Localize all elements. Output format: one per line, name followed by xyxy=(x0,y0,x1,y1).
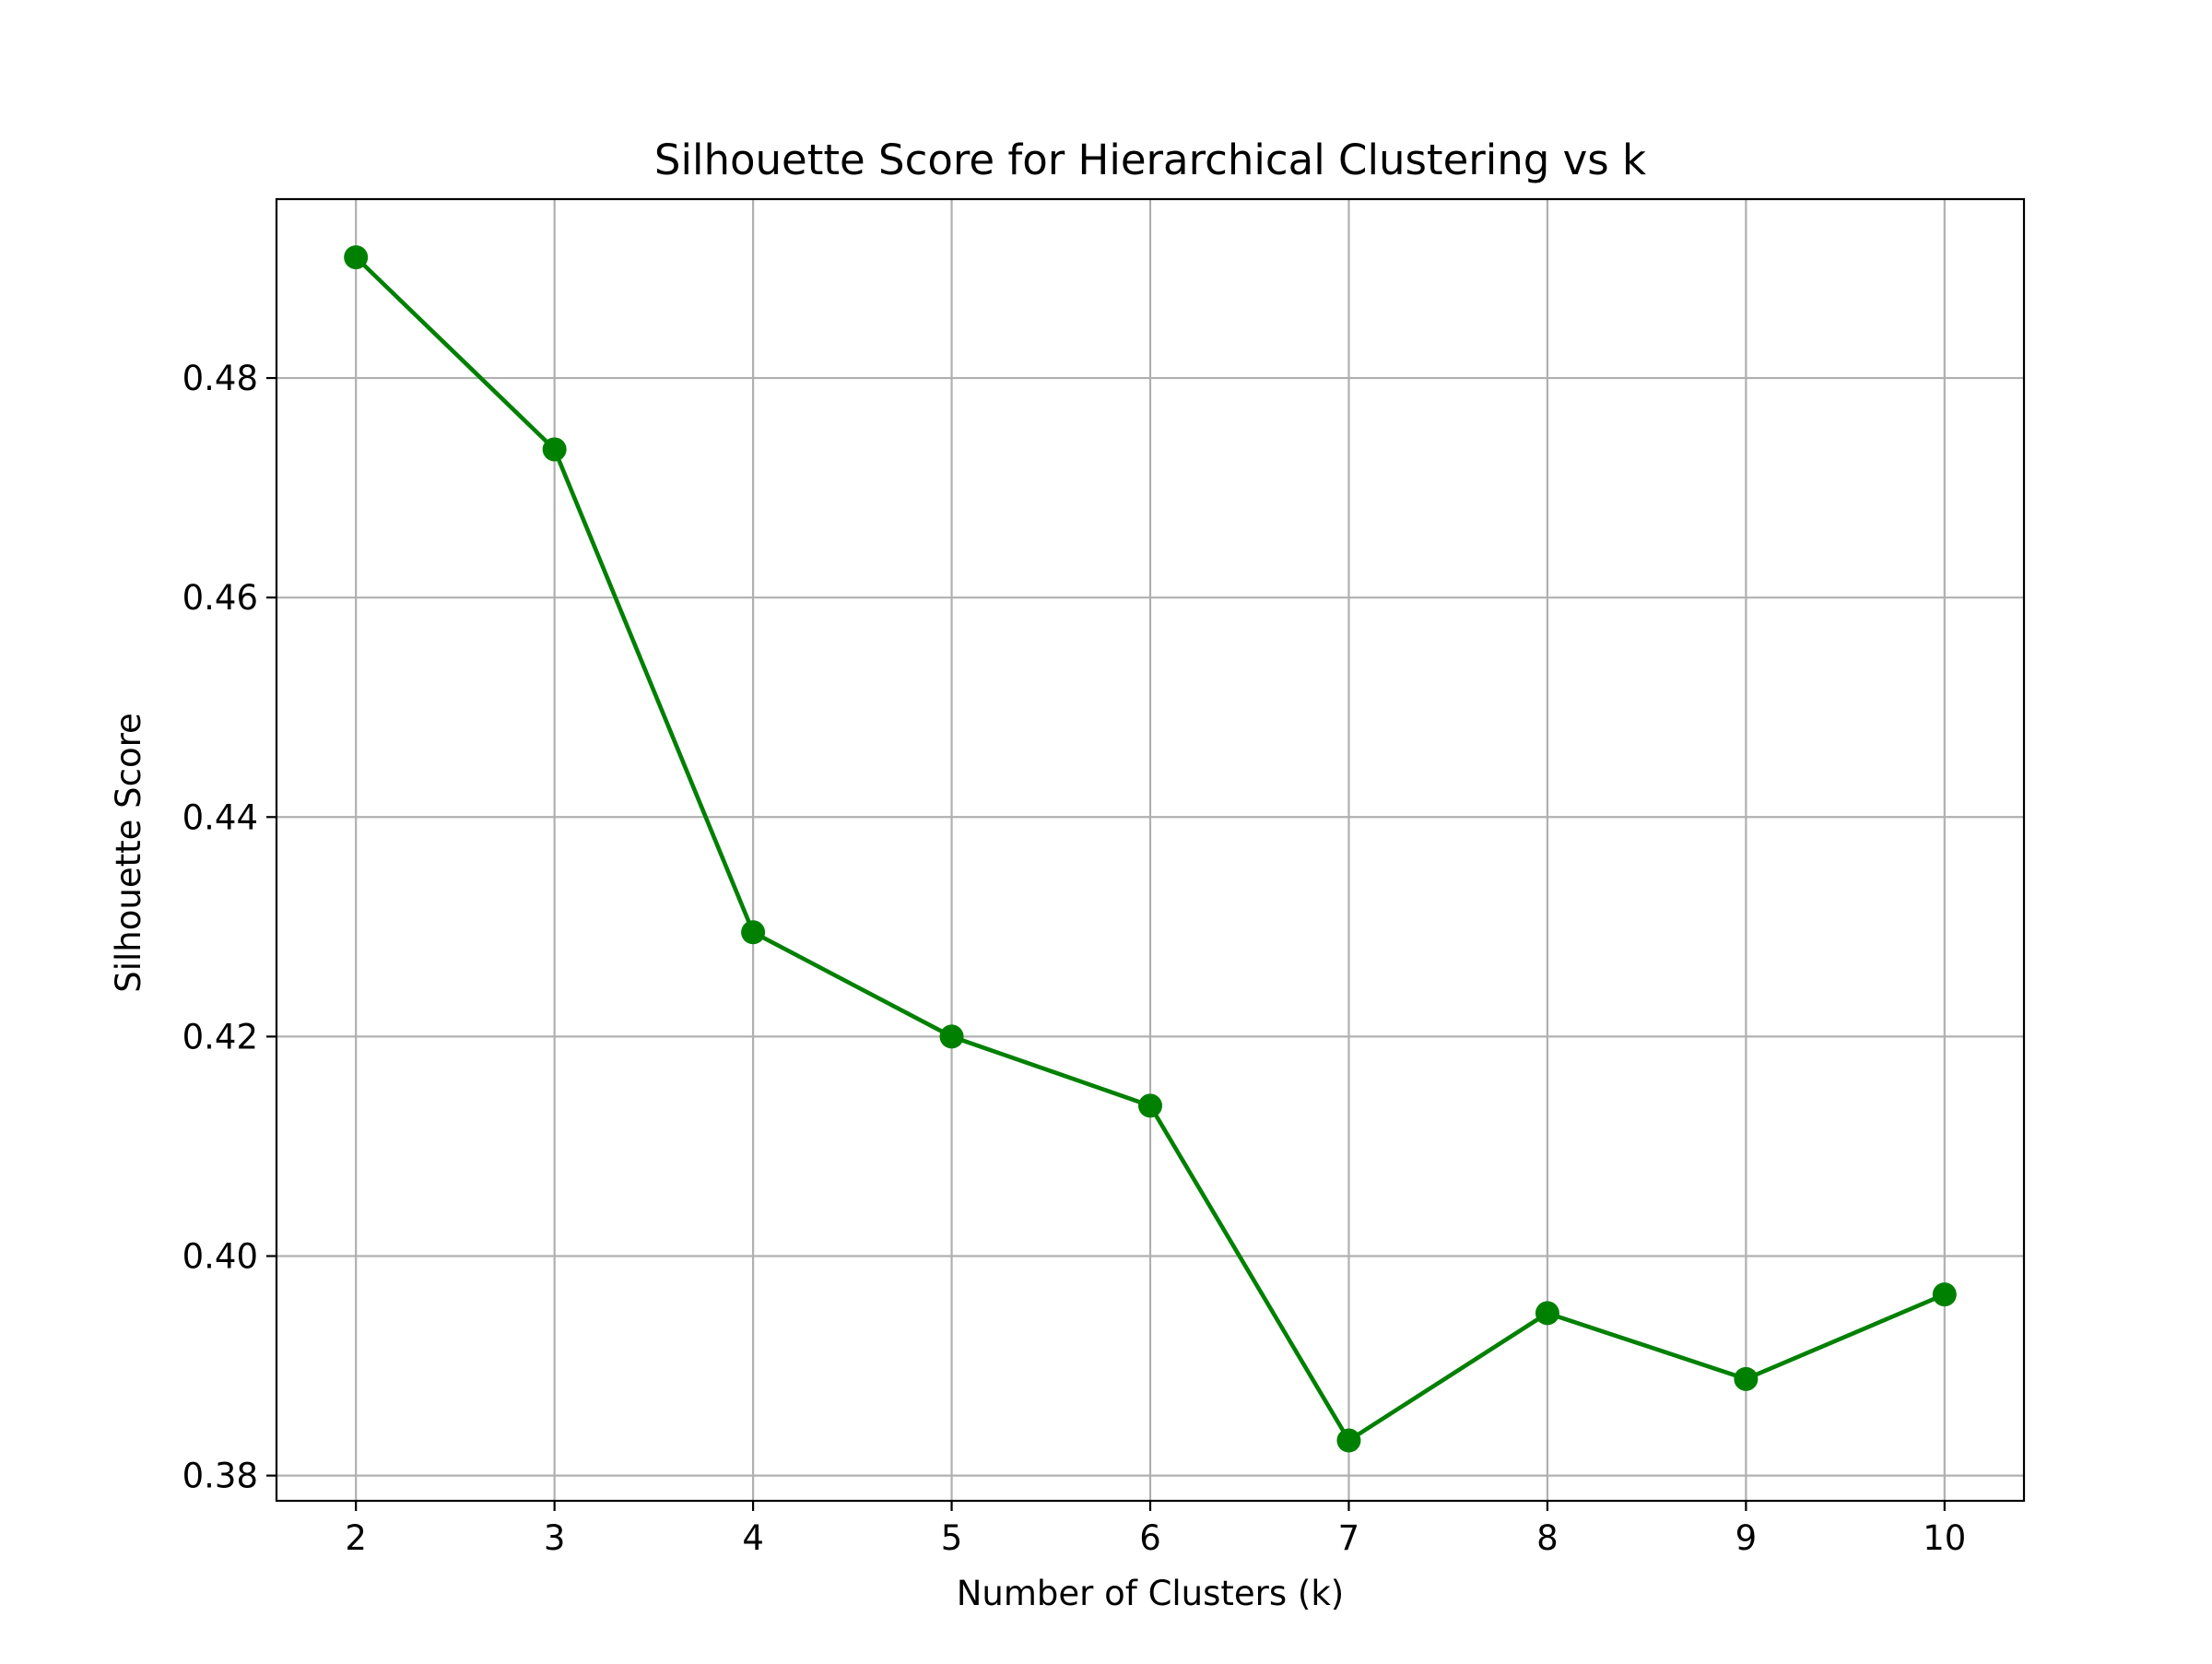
data-point xyxy=(939,1024,964,1049)
data-point xyxy=(1535,1301,1559,1326)
x-tick-label: 8 xyxy=(1536,1518,1559,1558)
x-tick-label: 5 xyxy=(941,1518,963,1558)
data-point xyxy=(741,920,766,945)
data-point xyxy=(1336,1428,1361,1453)
x-tick-label: 2 xyxy=(345,1518,367,1558)
x-tick-label: 9 xyxy=(1735,1518,1758,1558)
y-tick-label: 0.48 xyxy=(182,359,258,398)
x-tick-label: 4 xyxy=(742,1518,764,1558)
x-tick-label: 7 xyxy=(1338,1518,1360,1558)
x-tick-label: 10 xyxy=(1923,1518,1966,1558)
y-tick-label: 0.40 xyxy=(182,1237,258,1277)
chart-title: Silhouette Score for Hierarchical Cluste… xyxy=(654,136,1646,184)
series-group xyxy=(344,245,1957,1453)
y-tick-label: 0.42 xyxy=(182,1017,258,1056)
y-tick-label: 0.44 xyxy=(182,797,258,837)
data-point xyxy=(542,437,567,462)
y-axis-label: Silhouette Score xyxy=(109,713,148,993)
y-tick-label: 0.38 xyxy=(182,1457,258,1496)
data-point xyxy=(1932,1282,1957,1307)
y-tick-label: 0.46 xyxy=(182,578,258,618)
x-tick-label: 3 xyxy=(544,1518,566,1558)
y-axis: 0.38 0.40 0.42 0.44 0.46 0.48 xyxy=(182,359,276,1496)
data-point xyxy=(1138,1093,1162,1118)
x-axis: 2 3 4 5 6 7 8 9 10 xyxy=(345,1501,1966,1558)
data-point xyxy=(344,245,369,270)
data-point xyxy=(1734,1366,1759,1391)
grid xyxy=(276,199,2024,1501)
x-axis-label: Number of Clusters (k) xyxy=(957,1574,1344,1613)
x-tick-label: 6 xyxy=(1139,1518,1161,1558)
